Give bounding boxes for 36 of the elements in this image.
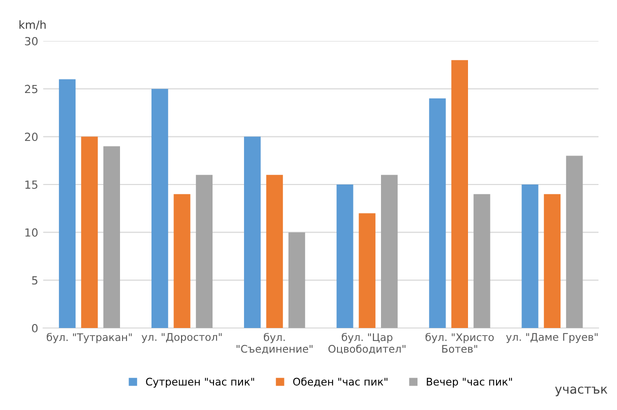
x-tick-label: бул. "Съединение" (236, 332, 312, 354)
y-tick-label: 0 (32, 324, 38, 332)
x-tick-label: бул. "Цар Оцвободител" (328, 332, 406, 354)
bar (474, 194, 490, 328)
y-axis-title: km/h (20, 20, 46, 30)
bar (429, 98, 446, 328)
bar (266, 174, 283, 328)
legend-label: Обеден "час пик" (293, 377, 388, 387)
bar (358, 213, 376, 328)
x-tick-label: ул. "Доростол" (142, 333, 222, 343)
bar (381, 174, 398, 328)
y-tick-label: 30 (25, 36, 38, 46)
bar (103, 146, 120, 328)
bar (451, 60, 468, 328)
bar (288, 232, 306, 328)
bar (58, 79, 76, 328)
bar (196, 174, 213, 328)
bar (151, 88, 168, 328)
bar (174, 194, 190, 328)
y-tick-label: 5 (32, 276, 38, 285)
y-tick-label: 10 (25, 228, 38, 237)
bar (81, 136, 98, 328)
bar (244, 136, 261, 328)
y-tick-label: 15 (25, 180, 38, 189)
bar (336, 184, 354, 328)
y-tick-label: 25 (25, 84, 38, 94)
x-axis-title: участък (555, 386, 608, 396)
y-tick-label: 20 (25, 132, 38, 142)
bar (522, 184, 538, 328)
x-tick-label: бул. "Христо Ботев" (426, 332, 494, 353)
x-tick-label: ул. "Даме Груев" (506, 333, 598, 343)
legend-label: Вечер "час пик" (426, 378, 512, 388)
x-tick-label: бул. "Тутракан" (46, 332, 132, 344)
legend-label: Сутрешен "час пик" (146, 378, 254, 388)
bar (566, 156, 583, 328)
bar (544, 194, 561, 328)
